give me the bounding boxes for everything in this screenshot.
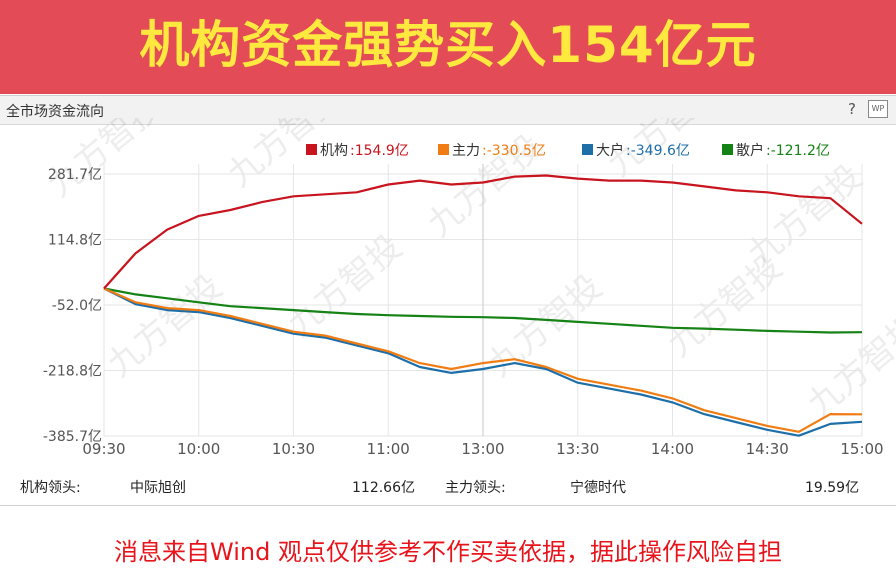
inst-leader-label: 机构领头: — [20, 480, 81, 496]
chart-panel: 全市场资金流向 ? WP — [0, 95, 896, 506]
legend-swatch — [306, 144, 317, 155]
legend-name: 大户 — [596, 142, 624, 159]
watermark-text: 九方智投 — [40, 118, 170, 205]
legend-name: 散户 — [736, 142, 764, 159]
watermark-text: 九方智投 — [800, 307, 896, 425]
legend-swatch — [438, 144, 449, 155]
y-tick-label: -52.0亿 — [52, 298, 102, 314]
x-tick-label: 10:30 — [272, 440, 315, 458]
leader-row: 机构领头: 中际旭创 112.66亿 主力领头: 宁德时代 19.59亿 — [0, 470, 896, 500]
inst-leader-value: 112.66亿 — [352, 480, 415, 496]
series-line-3 — [103, 287, 863, 437]
legend-value: :154.9亿 — [350, 143, 409, 159]
main-leader-value: 19.59亿 — [805, 480, 860, 496]
legend-value: :-330.5亿 — [482, 143, 546, 159]
panel-header: 全市场资金流向 ? WP — [0, 96, 896, 125]
legend-value: :-121.2亿 — [766, 143, 830, 159]
watermark-text: 九方智投 — [100, 267, 230, 385]
legend-value: :-349.6亿 — [626, 143, 690, 159]
y-tick-label: 281.7亿 — [48, 167, 102, 183]
x-tick-label: 13:00 — [461, 440, 504, 458]
watermark-text: 九方智投 — [660, 247, 790, 365]
x-tick-label: 15:00 — [840, 440, 883, 458]
y-tick-label: -385.7亿 — [43, 429, 102, 445]
help-icon[interactable]: ? — [848, 100, 856, 118]
main-leader-name: 宁德时代 — [570, 480, 626, 496]
banner-title: 机构资金强势买入154亿元 — [139, 16, 757, 74]
x-tick-label: 10:00 — [177, 440, 220, 458]
legend-swatch — [582, 144, 593, 155]
series-line-2 — [103, 287, 863, 433]
watermark-text: 九方智投 — [280, 227, 410, 345]
y-tick-label: 114.8亿 — [48, 233, 102, 249]
disclaimer: 消息来自Wind 观点仅供参考不作买卖依据，据此操作风险自担 — [114, 538, 782, 566]
y-tick-label: -218.8亿 — [43, 363, 102, 379]
x-tick-label: 14:30 — [746, 440, 789, 458]
legend-name: 主力 — [452, 143, 480, 159]
banner: 机构资金强势买入154亿元 — [0, 0, 896, 94]
x-tick-label: 13:30 — [556, 440, 599, 458]
series-line-4 — [103, 287, 863, 334]
legend-name: 机构 — [320, 143, 348, 159]
main-leader-label: 主力领头: — [445, 480, 506, 496]
x-tick-label: 11:00 — [367, 440, 410, 458]
x-tick-label: 09:30 — [82, 440, 125, 458]
series-line-1 — [103, 174, 863, 290]
inst-leader-name: 中际旭创 — [130, 480, 186, 496]
panel-title: 全市场资金流向 — [6, 104, 104, 120]
x-tick-label: 14:00 — [651, 440, 694, 458]
legend-swatch — [722, 144, 733, 155]
wp-export-icon[interactable]: WP — [868, 100, 888, 118]
